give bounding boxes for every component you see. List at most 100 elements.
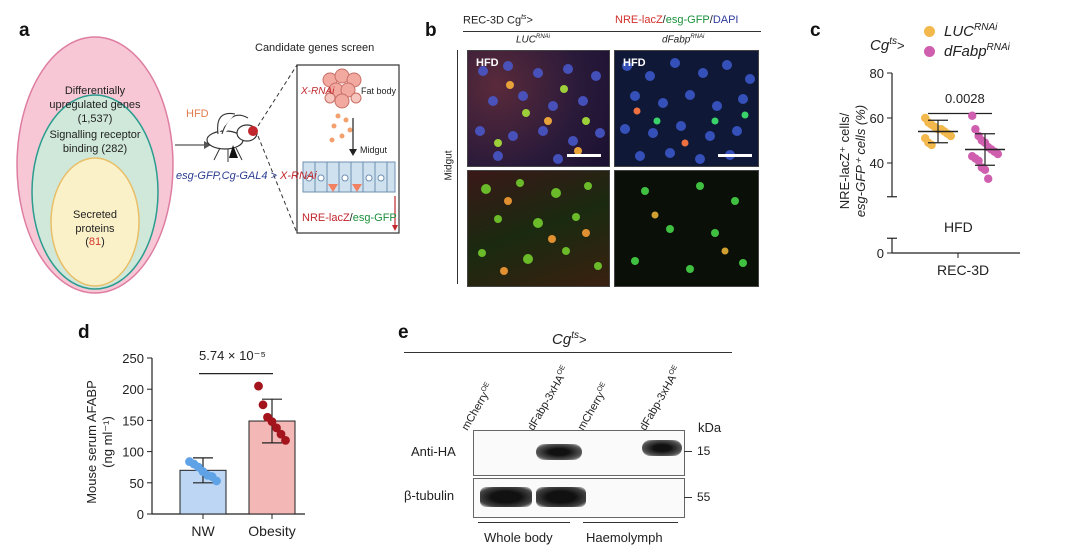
c-y-tick-label: 0	[877, 246, 884, 261]
c-legend-sup-2: RNAi	[986, 42, 1010, 53]
d-x-tick-label: NW	[191, 523, 215, 539]
c-legend-label-2: dFabp	[944, 43, 987, 60]
diet-label: HFD	[186, 108, 209, 120]
e-lane-2: dFabp-3xHAOE	[525, 364, 572, 433]
d-data-point	[212, 476, 221, 486]
venn-inner-count: 81	[88, 236, 102, 248]
panel-e-letter: e	[398, 322, 409, 343]
group2-rule	[583, 522, 678, 523]
c-legend-item-2: dFabpRNAi	[944, 42, 1010, 60]
blot2-mw-tick	[684, 497, 692, 498]
midgut-epithelium-icon	[302, 161, 396, 193]
blot-beta-tubulin	[473, 478, 685, 518]
b-header-red: NRE-lacZ	[615, 14, 663, 26]
e-header-suffix: >	[578, 332, 587, 347]
cells-overlay	[478, 179, 602, 275]
fat-body-icon	[322, 68, 362, 109]
b-header-sup: ts	[521, 14, 527, 21]
c-legend-sup-1: RNAi	[974, 22, 998, 33]
c-legend-dot-2	[924, 46, 935, 57]
screen-title: Candidate genes screen	[255, 42, 375, 54]
fat-body-label: Fat body	[361, 86, 397, 96]
venn-arrowhead	[204, 141, 211, 149]
c-data-point	[971, 125, 980, 134]
nuclei-overlay	[475, 61, 605, 164]
b-header-rule	[463, 31, 761, 32]
c-data-point	[946, 131, 955, 141]
group1-rule	[478, 522, 570, 523]
d-data-point	[258, 400, 268, 410]
d-data-point	[272, 423, 281, 433]
c-y-tick-label: 40	[870, 156, 884, 171]
blot1-label: Anti-HA	[411, 444, 456, 459]
c-data-point	[980, 165, 990, 174]
c-legend-title-text: Cg	[870, 37, 890, 54]
micrograph-luc-top: HFD	[467, 50, 610, 167]
b-col1-sup: RNAi	[536, 34, 551, 40]
panel-b-letter: b	[425, 20, 437, 41]
d-y-tick-label: 0	[137, 507, 144, 522]
panel-a-figure	[16, 36, 400, 294]
e-header-text: Cg	[552, 331, 572, 348]
b-col2-text: dFabp	[662, 34, 691, 46]
c-y-tick-label: 80	[870, 66, 884, 81]
b-col2-label: dFabpRNAi	[662, 34, 704, 45]
b-col1-label: LUCRNAi	[516, 34, 550, 45]
e-lane-2-text: dFabp-3xHA	[525, 373, 567, 433]
b-header-suffix: >	[526, 14, 533, 27]
b-row-label: Midgut	[443, 150, 455, 181]
panel-a-letter: a	[19, 20, 30, 41]
blot2-mw: 55	[697, 490, 711, 504]
panel-d-letter: d	[78, 322, 90, 343]
band-tub-lane-2	[536, 487, 586, 507]
d-data-point	[276, 429, 286, 439]
venn-inner-count-wrap: (81)	[85, 236, 105, 248]
reporter-red: NRE-lacZ	[302, 212, 350, 224]
e-lane-1-sup: OE	[480, 381, 492, 394]
micrograph-luc-bottom	[467, 170, 610, 287]
c-data-point	[993, 149, 1002, 159]
c-legend-dot-1	[924, 26, 935, 37]
b-header-blue: DAPI	[712, 14, 739, 26]
venn-inner-ellipse	[50, 157, 140, 287]
zoom-dash-top	[257, 64, 298, 127]
c-data-point	[968, 111, 977, 120]
e-lane-3: mCherryOE	[575, 381, 612, 433]
reporter-down-arrowhead	[392, 225, 398, 231]
d-data-point	[254, 381, 263, 391]
blot1-mw: 15	[697, 444, 711, 458]
secreted-factors	[329, 113, 353, 143]
e-lane-1: mCherryOE	[459, 381, 496, 433]
e-header-sup: ts	[571, 330, 579, 341]
venn-outer-label: Differentially upregulated genes (1,537)	[49, 85, 141, 125]
e-lane-3-sup: OE	[596, 381, 608, 394]
micrograph-dfabp-top: HFD	[614, 50, 759, 167]
b-row-rule	[457, 50, 458, 284]
c-data-point	[984, 174, 993, 183]
c-legend-title: Cgts>	[870, 36, 905, 54]
fly-icon	[206, 112, 258, 162]
genotype-label: esg-GFP,Cg-GAL4 >	[176, 170, 277, 182]
d-y-tick-label: 50	[130, 476, 144, 491]
box-rnai-label: X-RNAi	[301, 86, 335, 97]
midgut-label: Midgut	[360, 145, 388, 155]
rnai-label: X-RNAi	[280, 170, 317, 182]
c-xlabel: REC-3D	[937, 262, 990, 278]
nuclei-overlay	[620, 58, 755, 164]
tile-diet-label: HFD	[476, 57, 499, 69]
c-legend-label-1: LUC	[944, 23, 975, 40]
b-col1-text: LUC	[516, 34, 537, 46]
chart-c: 0 40 60 80	[870, 66, 1020, 261]
c-legend-title-suffix: >	[896, 38, 905, 53]
group2-label: Haemolymph	[586, 530, 663, 545]
d-y-tick-label: 250	[122, 352, 144, 366]
c-pvalue: 0.0028	[945, 91, 985, 106]
d-data-point	[267, 417, 277, 427]
c-data-point	[927, 140, 936, 150]
scale-bar	[567, 154, 601, 157]
d-x-tick-label: Obesity	[248, 523, 295, 539]
b-header-green: esg-GFP	[665, 14, 710, 26]
reporter-green: esg-GFP	[352, 212, 397, 224]
band-ha-lane-2	[536, 444, 582, 460]
d-y-tick-label: 100	[122, 445, 144, 460]
